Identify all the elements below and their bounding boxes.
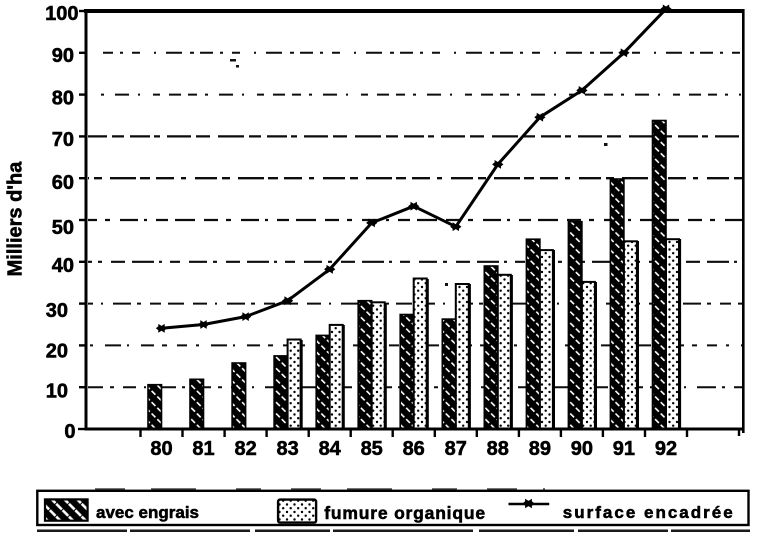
svg-text:80: 80 <box>52 87 74 109</box>
svg-text:60: 60 <box>52 172 74 194</box>
svg-text:86: 86 <box>403 438 425 460</box>
svg-text:90: 90 <box>571 438 593 460</box>
svg-text:surface encadrée: surface encadrée <box>563 503 735 522</box>
svg-text:89: 89 <box>529 438 551 460</box>
svg-text:100: 100 <box>45 3 78 25</box>
svg-text:0: 0 <box>64 421 75 443</box>
svg-text:50: 50 <box>52 217 74 239</box>
svg-text:70: 70 <box>52 129 74 151</box>
svg-text:20: 20 <box>46 340 68 362</box>
svg-text:avec engrais: avec engrais <box>96 503 199 522</box>
svg-text:88: 88 <box>487 438 509 460</box>
svg-text:fumure organique: fumure organique <box>324 503 486 523</box>
svg-text:81: 81 <box>192 438 214 460</box>
svg-text:87: 87 <box>445 438 467 460</box>
svg-text:10: 10 <box>46 381 68 403</box>
svg-text:92: 92 <box>655 438 677 460</box>
svg-text:83: 83 <box>276 438 298 460</box>
svg-text:85: 85 <box>361 438 383 460</box>
svg-text:82: 82 <box>234 438 256 460</box>
svg-text:30: 30 <box>46 300 68 322</box>
svg-text:40: 40 <box>52 255 74 277</box>
svg-text:80: 80 <box>150 438 172 460</box>
svg-text:Milliers d'ha: Milliers d'ha <box>5 161 27 277</box>
svg-text:84: 84 <box>319 438 342 460</box>
svg-text:90: 90 <box>52 45 74 67</box>
svg-text:91: 91 <box>613 438 635 460</box>
